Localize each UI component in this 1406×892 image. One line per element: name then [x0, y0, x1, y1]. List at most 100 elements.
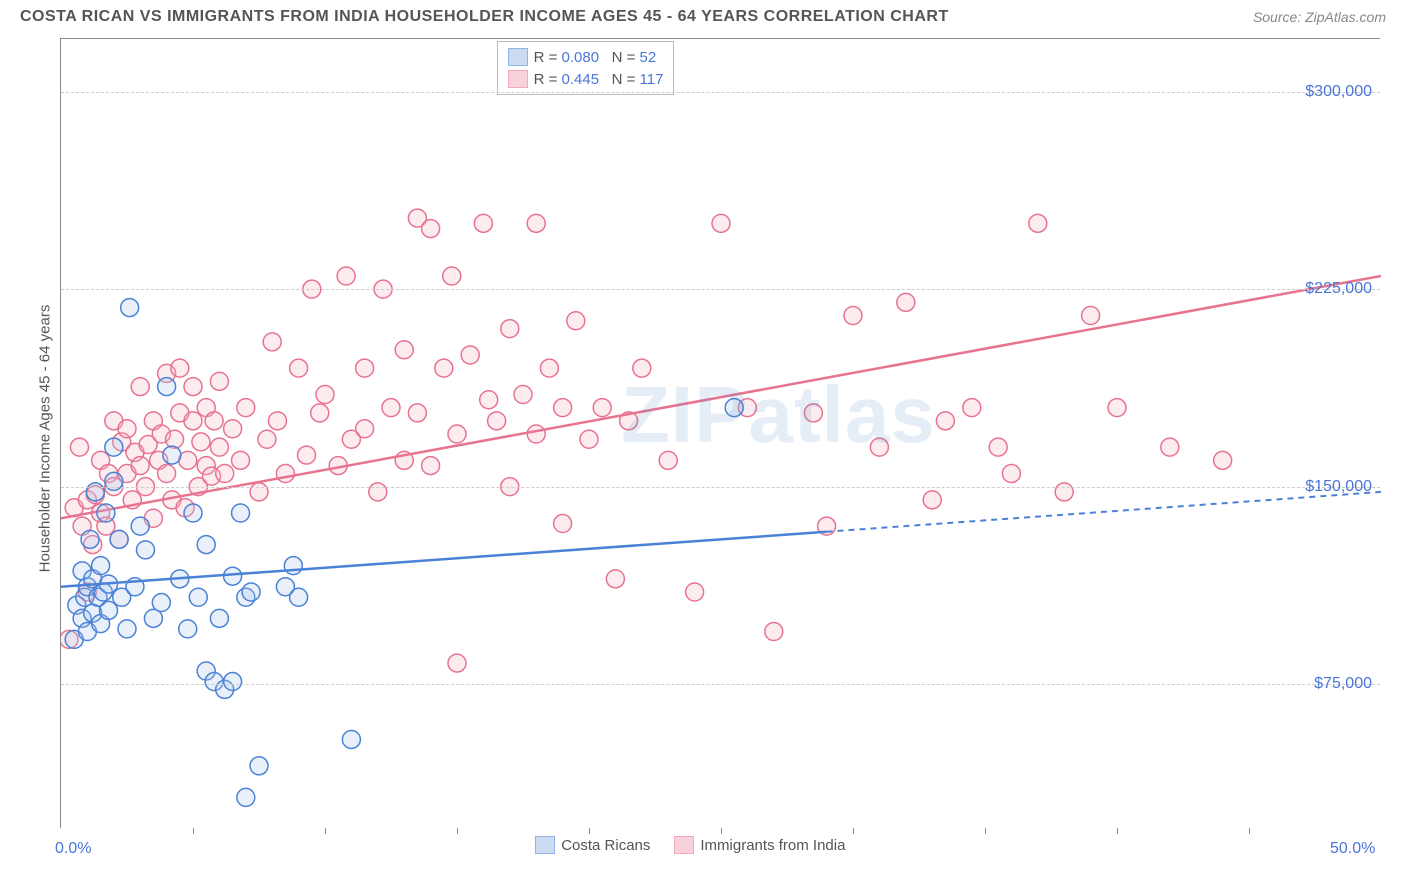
y-tick-label: $225,000: [1305, 280, 1372, 298]
scatter-point: [527, 214, 545, 232]
scatter-point: [844, 307, 862, 325]
scatter-point: [166, 430, 184, 448]
scatter-point: [232, 504, 250, 522]
scatter-point: [189, 588, 207, 606]
scatter-point: [514, 386, 532, 404]
scatter-point: [382, 399, 400, 417]
y-axis-label: Householder Income Ages 45 - 64 years: [37, 289, 54, 589]
scatter-point: [606, 570, 624, 588]
scatter-point: [276, 465, 294, 483]
scatter-point: [337, 267, 355, 285]
scatter-point: [1108, 399, 1126, 417]
scatter-point: [224, 567, 242, 585]
scatter-point: [131, 378, 149, 396]
scatter-point: [152, 594, 170, 612]
scatter-point: [192, 433, 210, 451]
stats-row: R = 0.445 N = 117: [508, 68, 664, 90]
scatter-point: [725, 399, 743, 417]
trend-line-dashed: [827, 492, 1381, 532]
scatter-point: [210, 438, 228, 456]
scatter-point: [659, 451, 677, 469]
scatter-point: [633, 359, 651, 377]
scatter-point: [448, 654, 466, 672]
x-tick: [457, 828, 458, 834]
scatter-point: [263, 333, 281, 351]
gridline: [61, 487, 1380, 488]
scatter-point: [86, 483, 104, 501]
scatter-point: [1055, 483, 1073, 501]
scatter-point: [422, 220, 440, 238]
scatter-plot-svg: [61, 39, 1381, 829]
scatter-point: [474, 214, 492, 232]
scatter-point: [395, 341, 413, 359]
scatter-point: [936, 412, 954, 430]
scatter-point: [1082, 307, 1100, 325]
legend-swatch: [535, 836, 555, 854]
legend-swatch: [508, 70, 528, 88]
trend-line-solid: [61, 276, 1381, 518]
scatter-point: [105, 472, 123, 490]
scatter-point: [443, 267, 461, 285]
scatter-point: [311, 404, 329, 422]
scatter-point: [224, 420, 242, 438]
scatter-point: [97, 504, 115, 522]
scatter-point: [121, 299, 139, 317]
scatter-point: [268, 412, 286, 430]
scatter-point: [171, 359, 189, 377]
scatter-point: [316, 386, 334, 404]
scatter-point: [527, 425, 545, 443]
scatter-point: [540, 359, 558, 377]
scatter-point: [250, 757, 268, 775]
scatter-point: [1214, 451, 1232, 469]
scatter-point: [210, 372, 228, 390]
x-tick: [325, 828, 326, 834]
plot-area: ZIPatlas R = 0.080 N = 52R = 0.445 N = 1…: [60, 38, 1380, 828]
scatter-point: [224, 673, 242, 691]
scatter-point: [232, 451, 250, 469]
x-axis-max-label: 50.0%: [1330, 840, 1375, 858]
scatter-point: [804, 404, 822, 422]
scatter-point: [435, 359, 453, 377]
scatter-point: [237, 788, 255, 806]
scatter-point: [448, 425, 466, 443]
x-axis-min-label: 0.0%: [55, 840, 91, 858]
scatter-point: [118, 420, 136, 438]
scatter-point: [712, 214, 730, 232]
x-tick: [1117, 828, 1118, 834]
scatter-point: [554, 399, 572, 417]
scatter-point: [179, 620, 197, 638]
scatter-point: [480, 391, 498, 409]
y-tick-label: $150,000: [1305, 478, 1372, 496]
scatter-point: [989, 438, 1007, 456]
x-tick: [853, 828, 854, 834]
scatter-point: [342, 730, 360, 748]
scatter-point: [290, 359, 308, 377]
scatter-point: [422, 457, 440, 475]
scatter-point: [258, 430, 276, 448]
scatter-point: [92, 557, 110, 575]
source-attribution: Source: ZipAtlas.com: [1253, 9, 1386, 25]
scatter-point: [501, 320, 519, 338]
gridline: [61, 289, 1380, 290]
scatter-point: [284, 557, 302, 575]
legend-item: Immigrants from India: [674, 836, 845, 854]
chart-title: COSTA RICAN VS IMMIGRANTS FROM INDIA HOU…: [20, 8, 949, 26]
x-tick: [721, 828, 722, 834]
trend-line-solid: [61, 532, 827, 587]
scatter-point: [554, 515, 572, 533]
scatter-point: [290, 588, 308, 606]
scatter-point: [298, 446, 316, 464]
scatter-point: [408, 404, 426, 422]
scatter-point: [136, 541, 154, 559]
stats-legend-box: R = 0.080 N = 52R = 0.445 N = 117: [497, 41, 675, 95]
stats-text: R = 0.445 N = 117: [534, 71, 664, 88]
scatter-point: [163, 446, 181, 464]
scatter-point: [250, 483, 268, 501]
y-tick-label: $300,000: [1305, 83, 1372, 101]
scatter-point: [1029, 214, 1047, 232]
scatter-point: [237, 399, 255, 417]
y-tick-label: $75,000: [1314, 675, 1372, 693]
scatter-point: [242, 583, 260, 601]
legend-label: Immigrants from India: [700, 837, 845, 854]
scatter-point: [131, 517, 149, 535]
